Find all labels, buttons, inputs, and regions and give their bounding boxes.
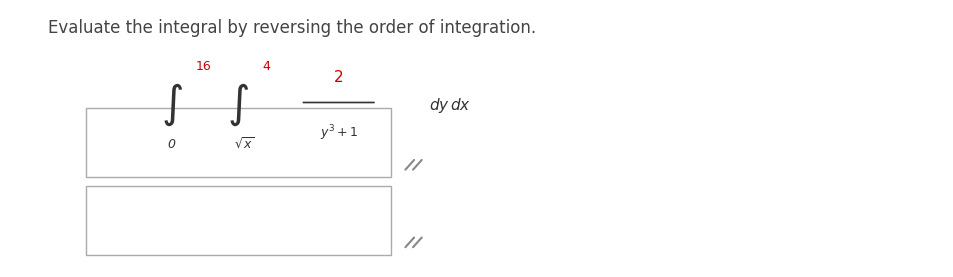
Text: 2: 2 xyxy=(334,70,343,85)
Text: 4: 4 xyxy=(262,60,270,73)
Text: 16: 16 xyxy=(195,60,212,73)
Text: $\int$: $\int$ xyxy=(227,82,250,129)
FancyBboxPatch shape xyxy=(86,108,391,177)
Text: Evaluate the integral by reversing the order of integration.: Evaluate the integral by reversing the o… xyxy=(48,19,536,37)
FancyBboxPatch shape xyxy=(86,186,391,255)
Text: $\sqrt{x}$: $\sqrt{x}$ xyxy=(233,137,253,152)
Text: 0: 0 xyxy=(167,138,174,150)
Text: $y^3 + 1$: $y^3 + 1$ xyxy=(319,123,357,143)
Text: $dy\, dx$: $dy\, dx$ xyxy=(429,96,471,115)
Text: $\int$: $\int$ xyxy=(160,82,183,129)
